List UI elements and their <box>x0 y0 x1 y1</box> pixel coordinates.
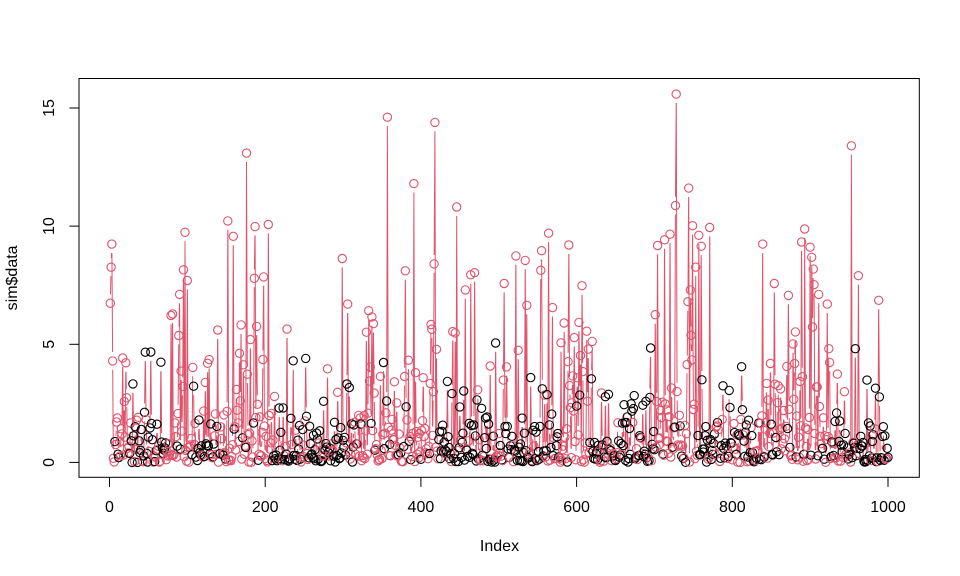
svg-text:1000: 1000 <box>870 499 906 516</box>
svg-text:0: 0 <box>105 499 114 516</box>
svg-text:5: 5 <box>41 340 58 349</box>
svg-text:Index: Index <box>480 538 519 555</box>
svg-text:sim$data: sim$data <box>4 245 21 310</box>
svg-text:10: 10 <box>41 217 58 235</box>
svg-text:800: 800 <box>719 499 746 516</box>
svg-text:0: 0 <box>41 458 58 467</box>
svg-text:15: 15 <box>41 99 58 117</box>
svg-text:600: 600 <box>563 499 590 516</box>
svg-text:400: 400 <box>408 499 435 516</box>
svg-text:200: 200 <box>252 499 279 516</box>
